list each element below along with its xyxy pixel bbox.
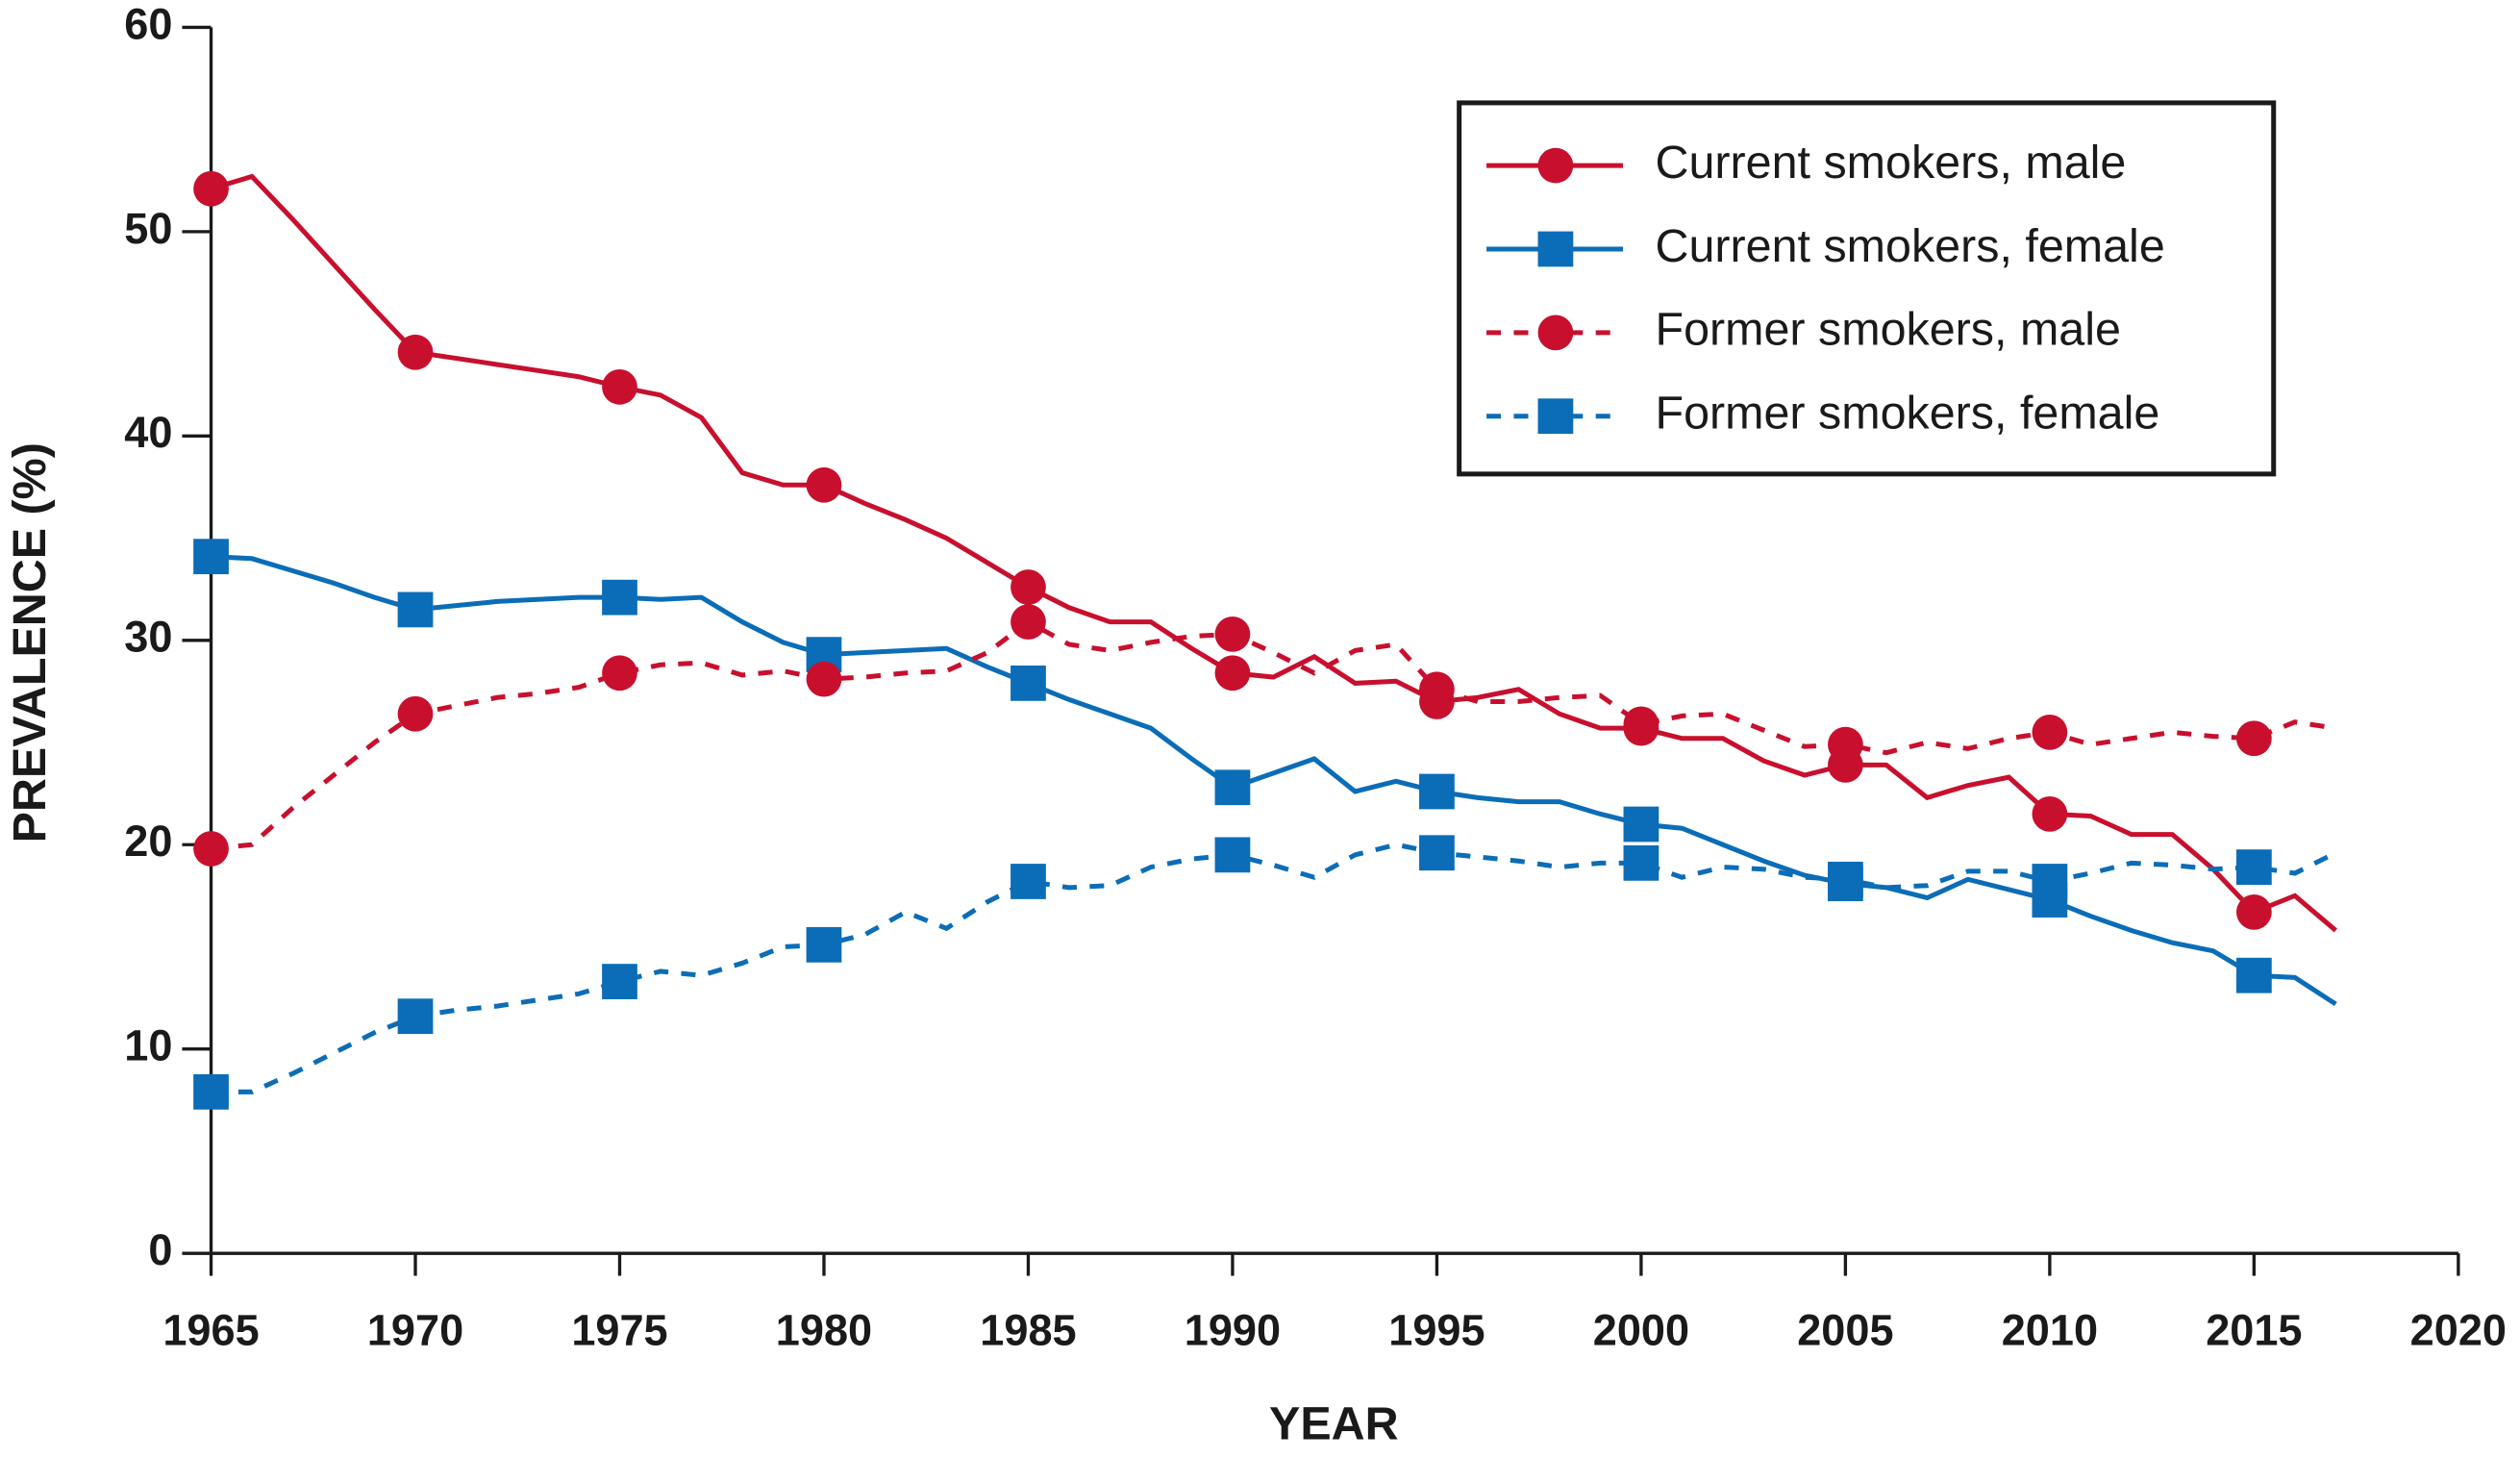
legend-label: Former smokers, male [1655,304,2120,356]
legend-label: Current smokers, female [1655,220,2164,272]
series-line [210,173,2337,933]
marker [1623,706,1659,742]
marker [1419,671,1455,708]
marker [193,1073,229,1110]
marker [1010,864,1046,899]
y-axis-title: PREVALENCE (%) [4,442,56,843]
x-tick-label: 2015 [2206,1306,2302,1355]
marker [602,368,637,405]
marker [397,695,434,732]
x-tick-label: 1985 [980,1306,1076,1355]
marker [2032,795,2068,832]
legend-marker [1537,147,1574,184]
legend: Current smokers, male Current smokers, fe… [1457,100,2277,477]
marker [806,466,842,503]
x-tick-label: 1970 [367,1306,463,1355]
marker [2235,893,2272,930]
marker [806,661,842,697]
y-tick-label: 10 [124,1021,172,1070]
marker [193,170,229,207]
legend-marker [1537,231,1574,267]
x-tick-label: 2010 [2002,1306,2098,1355]
marker [1214,837,1251,873]
x-tick-label: 1975 [571,1306,667,1355]
marker [2032,864,2068,899]
x-tick-label: 1980 [776,1306,872,1355]
y-tick-label: 50 [124,204,172,253]
legend-label: Former smokers, female [1655,388,2159,440]
marker [1010,569,1046,605]
marker [2032,715,2068,750]
marker [1010,666,1046,701]
y-tick-label: 20 [124,817,172,866]
marker [193,831,229,867]
marker [2235,720,2272,757]
legend-label: Current smokers, male [1655,137,2126,189]
marker [2235,957,2272,994]
marker [2235,849,2272,885]
legend-marker [1537,314,1574,351]
y-tick-label: 30 [124,613,172,662]
marker [602,655,637,692]
marker [1419,835,1455,871]
x-tick-label: 2020 [2410,1306,2507,1355]
y-tick-label: 60 [124,0,172,48]
marker [1419,773,1455,810]
marker [1828,726,1863,763]
marker [1214,616,1251,652]
x-tick-label: 2005 [1797,1306,1893,1355]
marker [1214,655,1251,692]
marker [602,964,637,999]
x-tick-label: 1965 [162,1306,259,1355]
marker [193,539,229,575]
x-tick-label: 1990 [1185,1306,1281,1355]
marker [1623,844,1659,881]
x-tick-label: 1995 [1388,1306,1485,1355]
marker [397,334,434,370]
series-line [211,618,2336,851]
series-line [211,842,2337,1094]
legend-marker [1537,398,1574,435]
series-line [211,554,2337,1007]
marker [1214,769,1251,806]
y-tick-label: 0 [148,1225,172,1274]
marker [1623,806,1659,843]
x-axis-title: YEAR [1269,1397,1399,1449]
x-tick-label: 2000 [1593,1306,1689,1355]
marker [1010,604,1046,641]
y-tick-label: 40 [124,408,172,457]
marker [397,591,434,628]
marker [397,998,434,1035]
marker [1828,861,1863,897]
marker [602,579,637,616]
marker [806,926,842,963]
